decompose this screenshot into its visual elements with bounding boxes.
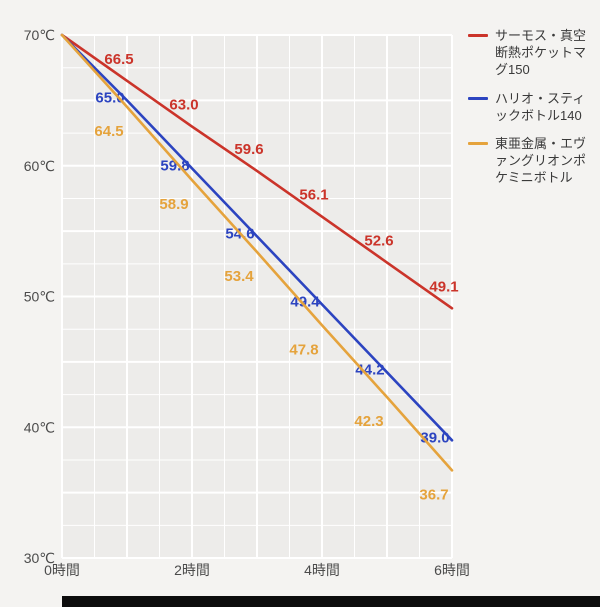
point-label: 64.5 bbox=[94, 123, 123, 140]
point-label: 49.1 bbox=[429, 278, 458, 295]
series-line bbox=[60, 33, 454, 310]
point-label: 47.8 bbox=[289, 341, 318, 358]
bottom-bar bbox=[62, 596, 600, 607]
point-label: 52.6 bbox=[364, 233, 393, 250]
legend-label: サーモス・真空断熱ポケットマグ150 bbox=[495, 28, 587, 77]
legend-swatch bbox=[468, 96, 488, 100]
legend-label: 東亜金属・エヴァングリオンポケミニボトル bbox=[495, 136, 587, 186]
y-tick-label: 40℃ bbox=[24, 419, 55, 435]
legend-item: 東亜金属・エヴァングリオンポケミニボトル bbox=[468, 136, 594, 187]
legend-item: サーモス・真空断熱ポケットマグ150 bbox=[468, 28, 594, 79]
series-line bbox=[60, 33, 454, 472]
point-label: 65.0 bbox=[95, 89, 124, 106]
point-label: 56.1 bbox=[299, 187, 328, 204]
point-label: 53.4 bbox=[224, 268, 254, 285]
legend-swatch bbox=[468, 142, 488, 146]
x-tick-label: 0時間 bbox=[44, 562, 80, 578]
legend-label: ハリオ・スティックボトル140 bbox=[495, 90, 586, 123]
point-label: 36.7 bbox=[419, 486, 448, 503]
point-label: 58.9 bbox=[159, 196, 188, 213]
series-line bbox=[60, 33, 454, 442]
point-label: 59.6 bbox=[234, 141, 263, 158]
point-label: 44.2 bbox=[355, 361, 384, 378]
point-label: 42.3 bbox=[354, 413, 383, 430]
x-tick-label: 4時間 bbox=[304, 562, 340, 578]
y-tick-label: 50℃ bbox=[24, 289, 55, 305]
legend-item: ハリオ・スティックボトル140 bbox=[468, 91, 594, 125]
legend: サーモス・真空断熱ポケットマグ150 ハリオ・スティックボトル140 東亜金属・エヴ… bbox=[468, 28, 594, 187]
point-label: 66.5 bbox=[104, 51, 133, 68]
y-tick-label: 60℃ bbox=[24, 158, 55, 174]
x-tick-label: 2時間 bbox=[174, 562, 210, 578]
x-tick-label: 6時間 bbox=[434, 562, 470, 578]
point-label: 63.0 bbox=[169, 97, 198, 114]
y-tick-label: 70℃ bbox=[24, 27, 55, 43]
y-tick-label: 30℃ bbox=[24, 550, 55, 566]
legend-swatch bbox=[468, 34, 488, 37]
